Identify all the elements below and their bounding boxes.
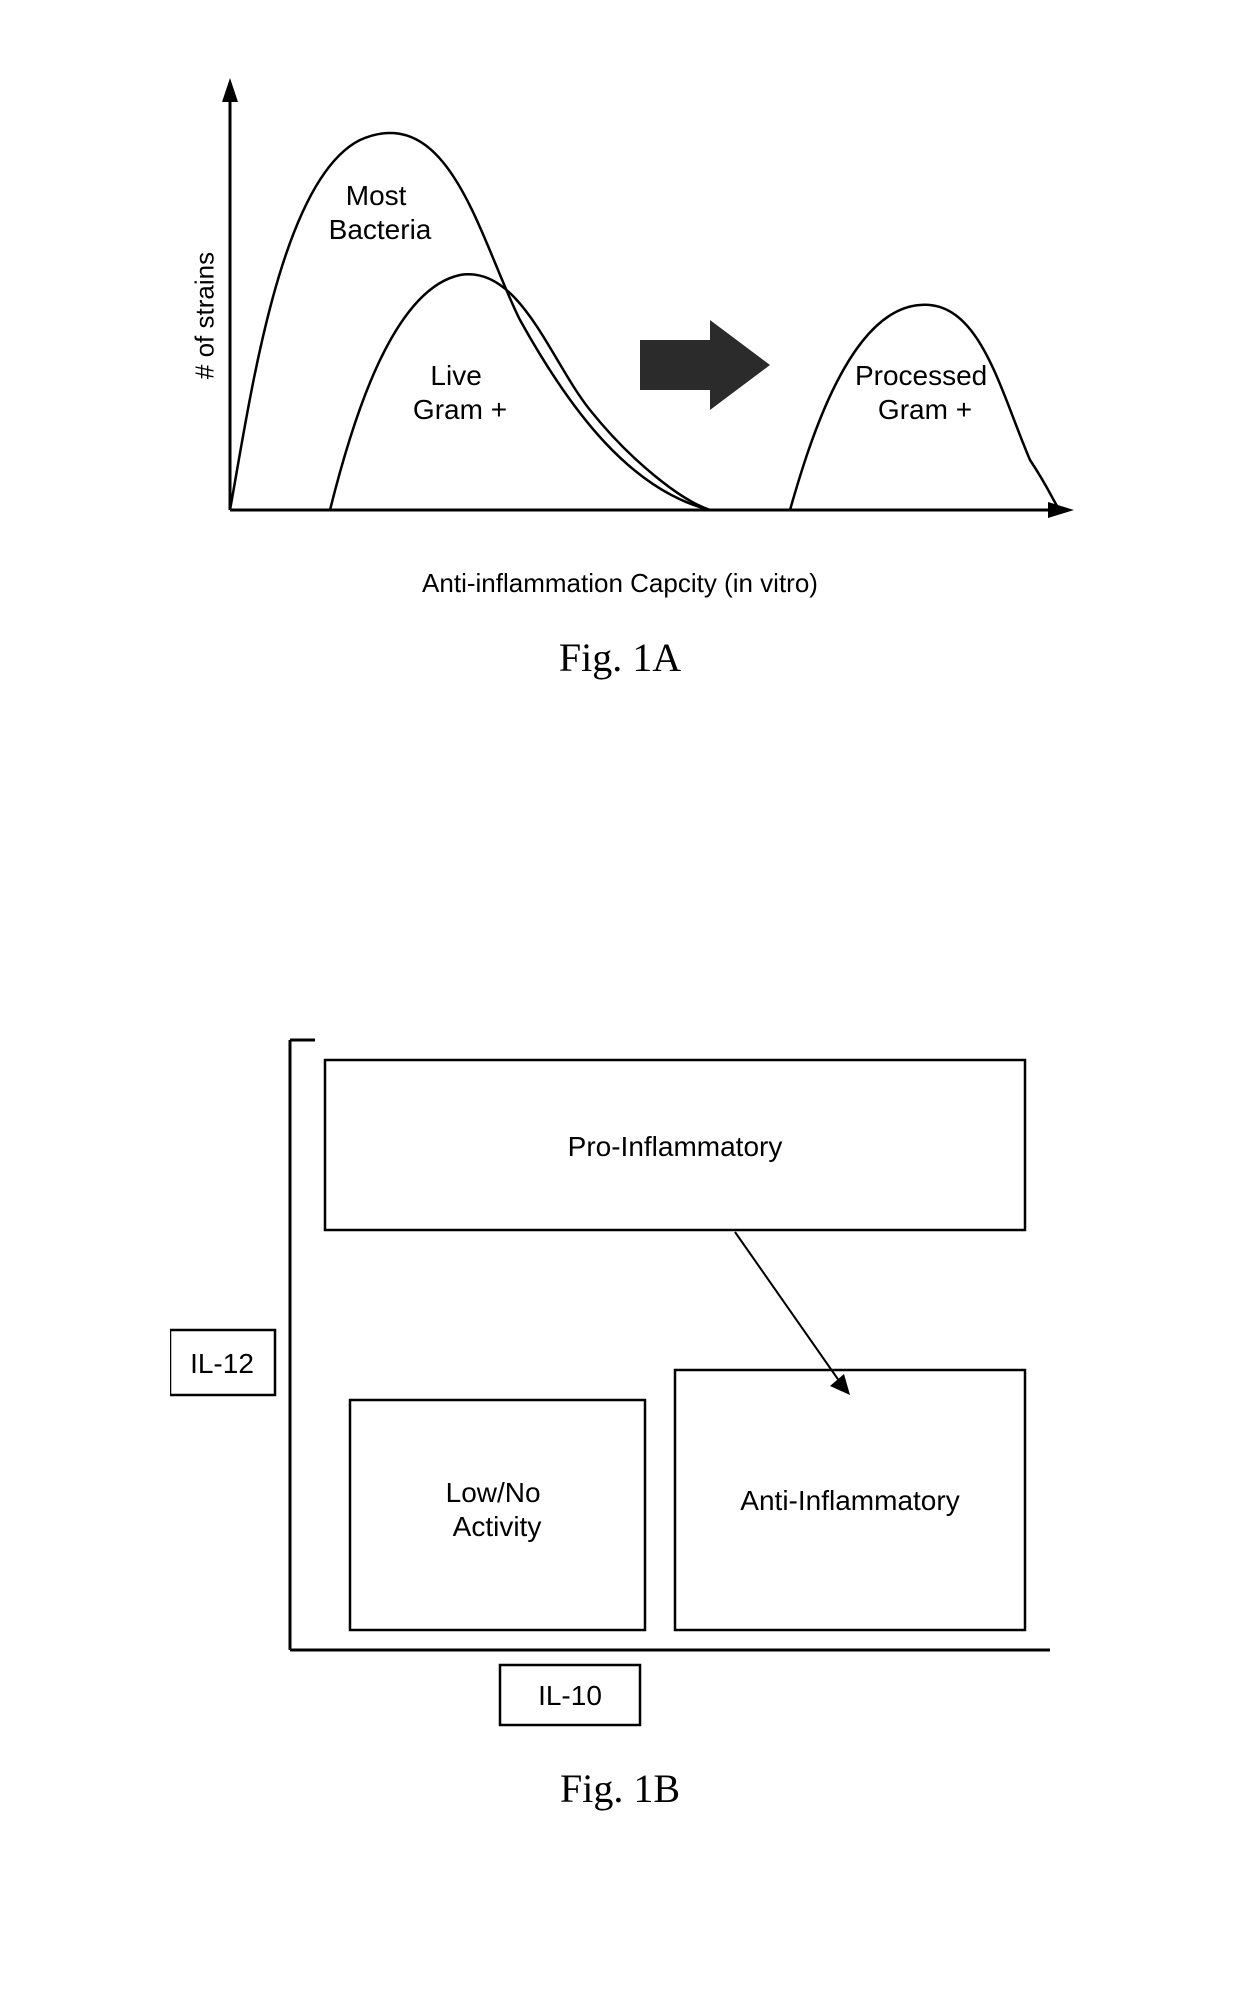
- label-processed-gram-l1: Processed: [855, 360, 987, 391]
- label-most-bacteria-l2: Bacteria: [329, 214, 432, 245]
- low-activity-label: Low/No Activity: [446, 1477, 549, 1542]
- low-activity-label-l2: Activity: [453, 1511, 542, 1542]
- label-live-gram-l2: Gram +: [413, 394, 507, 425]
- label-live-gram-l1: Live: [430, 360, 481, 391]
- curve-most-bacteria: [230, 133, 710, 510]
- big-arrow-icon: [640, 320, 770, 410]
- transition-arrow-line: [735, 1232, 842, 1385]
- curve-live-gram: [330, 274, 710, 510]
- x-axis-label-text: IL-10: [538, 1680, 602, 1711]
- anti-inflammatory-label: Anti-Inflammatory: [740, 1485, 959, 1516]
- low-activity-label-l1: Low/No: [446, 1477, 541, 1508]
- label-processed-gram-l2: Gram +: [878, 394, 972, 425]
- fig1a-caption: Fig. 1A: [150, 634, 1090, 681]
- fig1b-chart: Pro-Inflammatory Low/No Activity Anti-In…: [170, 1000, 1070, 1740]
- fig1a-x-axis-label: Anti-inflammation Capcity (in vitro): [150, 568, 1090, 599]
- fig1a-y-axis-label: # of strains: [190, 236, 221, 396]
- transition-arrow-head-icon: [830, 1374, 850, 1395]
- label-processed-gram: Processed Gram +: [855, 360, 995, 425]
- figure-1a: Most Bacteria Live Gram + Processed Gram…: [150, 60, 1090, 681]
- label-most-bacteria-l1: Most: [346, 180, 407, 211]
- fig1a-chart: Most Bacteria Live Gram + Processed Gram…: [150, 60, 1090, 560]
- fig1b-caption: Fig. 1B: [170, 1765, 1070, 1812]
- pro-inflammatory-label: Pro-Inflammatory: [568, 1131, 783, 1162]
- figure-1b: Pro-Inflammatory Low/No Activity Anti-In…: [170, 1000, 1070, 1812]
- label-most-bacteria: Most Bacteria: [329, 180, 432, 245]
- x-axis-arrowhead: [1048, 502, 1074, 518]
- y-axis-label-text: IL-12: [190, 1348, 254, 1379]
- label-live-gram: Live Gram +: [413, 360, 507, 425]
- y-axis-arrowhead: [222, 78, 238, 102]
